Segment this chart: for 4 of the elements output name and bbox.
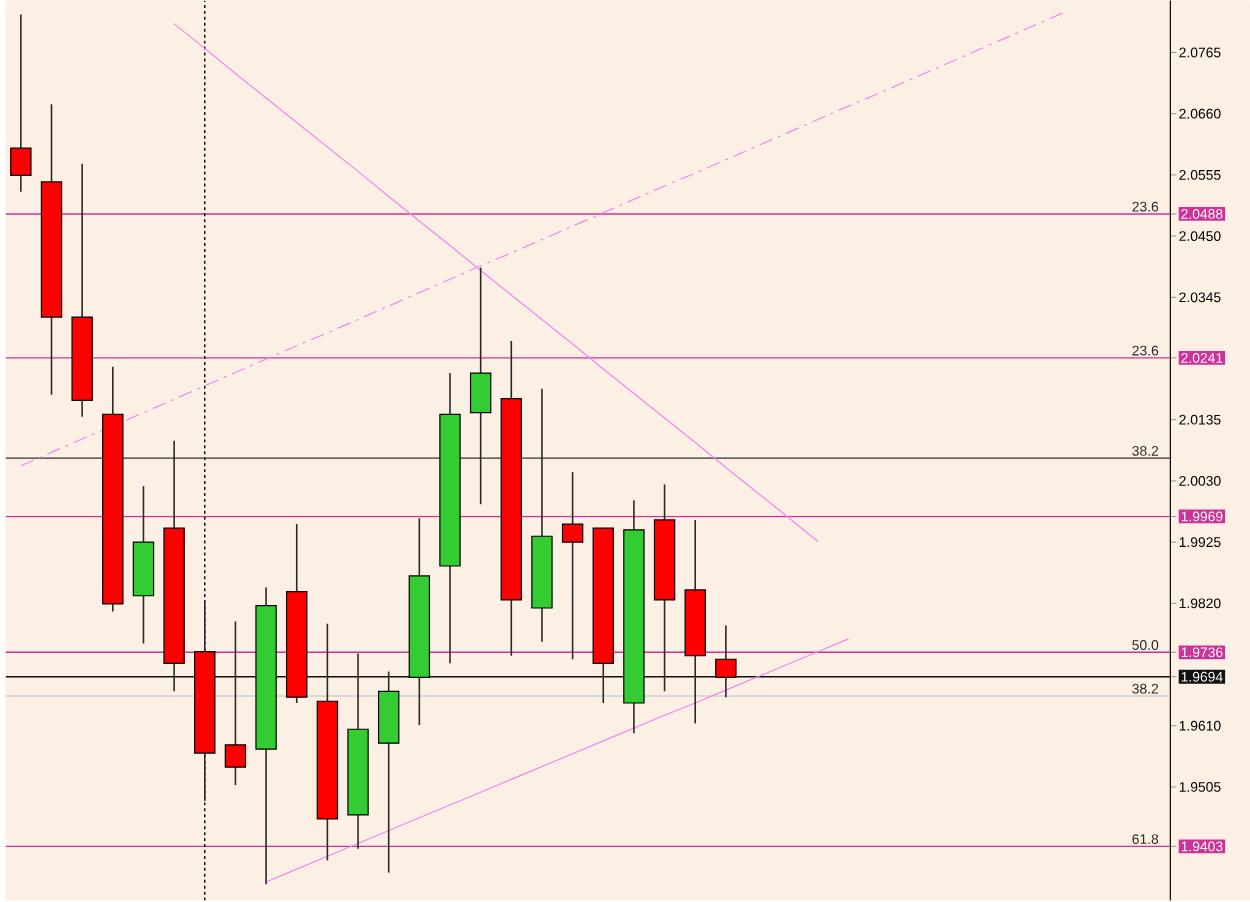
candlestick: [561, 471, 584, 661]
candlestick: [10, 14, 32, 193]
candlestick: [224, 620, 247, 787]
candlestick: [715, 625, 737, 699]
